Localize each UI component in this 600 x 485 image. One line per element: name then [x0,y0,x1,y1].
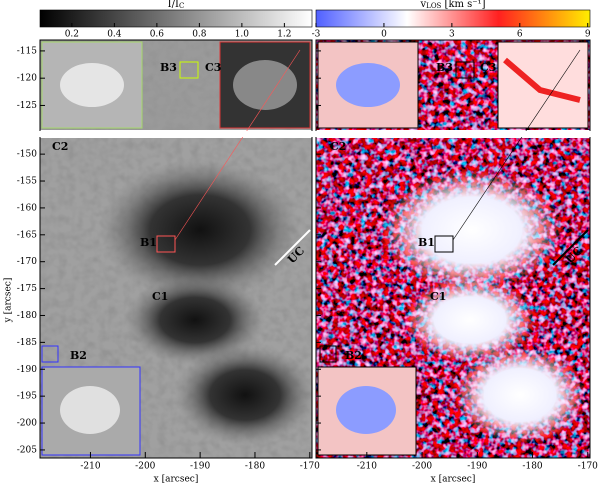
y-tick-label: -185 [17,338,37,348]
annotation: C3 [480,61,496,74]
cb-label: I/IC [168,0,185,10]
y-tick-label: -195 [17,392,37,402]
y-tick-label: -160 [17,203,37,213]
cb-tick-label: 6 [517,30,523,40]
x-tick-label: -190 [190,462,210,472]
x-tick-label: -200 [135,462,155,472]
x-tick-label: -210 [80,462,100,472]
annotation: B3 [160,61,177,74]
panels [36,39,594,459]
downflow [503,57,581,103]
cb-label-main: v [420,0,427,10]
y-tick-label: -205 [17,445,37,455]
colorbar [315,9,591,28]
box [319,345,337,363]
cb-label-sub: LOS [426,2,441,10]
cb-tick-label: 0 [381,30,387,40]
box [156,235,176,253]
y-tick-label: -125 [17,101,37,111]
frame [39,39,313,459]
upflow [336,386,396,434]
y-tick-label: -120 [17,74,37,84]
box [434,235,454,253]
cb-label-main: I/I [168,0,179,10]
annotation: C1 [152,290,168,303]
box [41,345,59,363]
upflow [336,63,400,107]
arrow [274,229,311,266]
sunspot [455,347,585,443]
annotation: C3 [205,61,221,74]
annotation: B2 [70,349,87,362]
sunspot [382,170,562,290]
axis-break [36,131,594,137]
sunspot [125,275,265,365]
y-tick-label: -150 [17,150,37,160]
sunspot [405,278,535,362]
feature [233,60,297,110]
x-tick-label: -210 [357,462,377,472]
cb-tick-label: 1.2 [277,30,291,40]
x-axis-label: x [arcsec] [154,475,199,485]
x-tick-label: -200 [412,462,432,472]
cb-tick-label: 0.4 [107,30,122,40]
connector [452,49,581,241]
cb-tick-label: 3 [449,30,455,40]
y-tick-label: -170 [17,257,37,267]
box [179,61,199,79]
y-axis-label: y [arcsec] [4,278,14,324]
frame [315,39,591,459]
annotation: C2 [330,140,346,153]
cb-label-rest: [km s⁻¹] [441,0,485,10]
cb-tick-label: 9 [585,30,591,40]
x-tick-label: -170 [300,462,320,472]
y-tick-label: -115 [17,46,37,56]
box [455,61,475,79]
zoom-inset [497,41,589,129]
cb-tick-label: 0.2 [65,30,79,40]
arrow [552,229,589,266]
x-tick-label: -170 [578,462,598,472]
y-tick-label: -165 [17,230,37,240]
connector [174,49,301,241]
annotation: B2 [345,349,362,362]
cb-label: vLOS [km s⁻¹] [420,0,486,10]
cb-tick-label: 0.8 [192,30,207,40]
cb-tick-label: 0.6 [150,30,165,40]
granule [60,63,124,107]
annotation: C1 [430,290,446,303]
granule [60,386,120,434]
colorbar [39,9,313,28]
sunspot [100,160,300,300]
annotation: C2 [52,140,68,153]
x-axis-label: x [arcsec] [431,475,476,485]
y-tick-label: -200 [17,419,37,429]
sunspot [175,345,315,445]
axes: 0.2 0.4 0.6 0.8 1.0 1.2 I/IC -210 -200 -190 -180 -1… [4,0,599,485]
y-tick-label: -190 [17,365,37,375]
annotation: B1 [140,236,157,249]
x-tick-label: -190 [467,462,487,472]
cb-tick-label: 1.0 [235,30,250,40]
y-tick-label: -175 [17,284,37,294]
annotation: B1 [418,236,435,249]
cb-tick-label: -3 [312,30,321,40]
zoom-inset [317,366,417,456]
y-tick-label: -180 [17,311,37,321]
x-tick-label: -180 [522,462,542,472]
annotation: B3 [436,61,453,74]
x-tick-label: -180 [245,462,265,472]
cb-label-sub: C [179,2,184,10]
y-tick-label: -155 [17,177,37,187]
